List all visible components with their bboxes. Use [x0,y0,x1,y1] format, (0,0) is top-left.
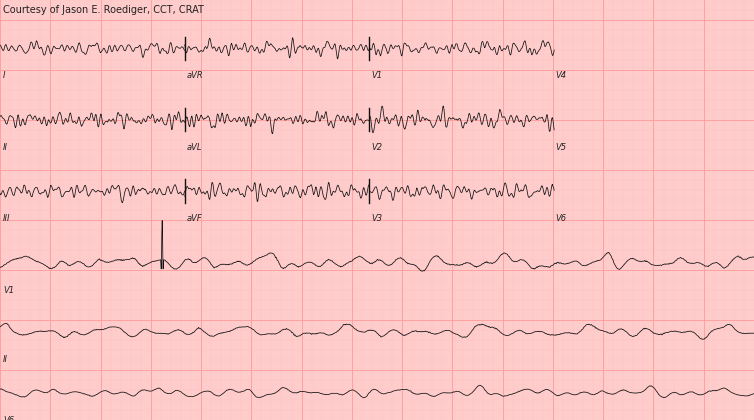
Text: V1: V1 [371,71,382,80]
Text: aVL: aVL [186,143,202,152]
Text: V3: V3 [371,214,382,223]
Text: aVF: aVF [186,214,202,223]
Text: III: III [3,214,11,223]
Text: V6: V6 [556,214,567,223]
Text: II: II [3,355,8,364]
Text: Courtesy of Jason E. Roediger, CCT, CRAT: Courtesy of Jason E. Roediger, CCT, CRAT [3,5,204,15]
Text: II: II [3,143,8,152]
Text: aVR: aVR [186,71,203,80]
Text: V4: V4 [556,71,567,80]
Text: V1: V1 [3,286,14,294]
Text: V5: V5 [556,143,567,152]
Text: I: I [3,71,5,80]
Text: V2: V2 [371,143,382,152]
Text: V6: V6 [3,416,14,420]
